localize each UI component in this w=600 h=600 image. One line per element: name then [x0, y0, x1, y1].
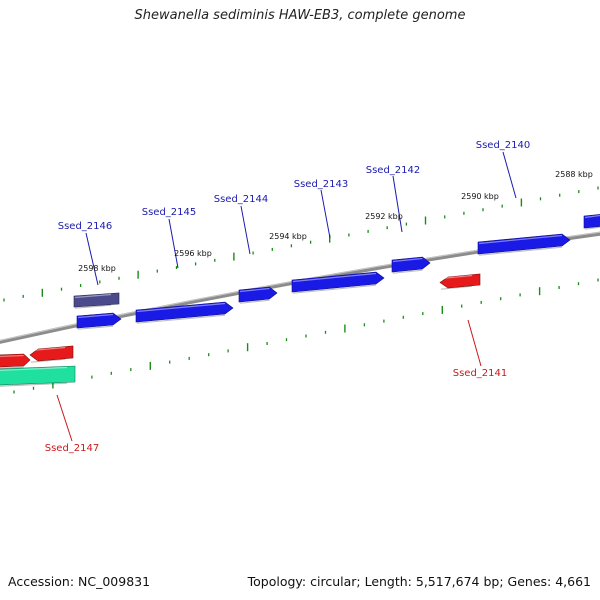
ssed-2144-label: Ssed_2144: [214, 194, 269, 205]
ssed-2143-feature-highlight: [292, 272, 377, 283]
ssed-2142-feature-shadow: [392, 269, 423, 274]
map-title: Shewanella sediminis HAW-EB3, complete g…: [134, 8, 466, 23]
ssed-2144-feature-shadow: [239, 299, 270, 304]
position-label: 2592 kbp: [365, 212, 403, 221]
ssed-2146-connector: [85, 232, 99, 286]
ssed-2140-label: Ssed_2140: [476, 140, 531, 151]
position-labels: 2598 kbp 2596 kbp 2594 kbp 2592 kbp 2590 kbp…: [78, 170, 593, 273]
ssed-2147-label: Ssed_2147: [45, 443, 100, 454]
reverse-strand-feature: [0, 353, 31, 368]
ssed-2145-connector: [168, 218, 179, 269]
ssed-2144-feature: [238, 286, 278, 303]
ssed-2142-connector: [392, 175, 403, 233]
gene-features: [0, 214, 600, 387]
ssed-2146-label: Ssed_2146: [58, 221, 113, 232]
ssed-2144-feature-highlight: [239, 287, 270, 293]
forward-strand-feature: [583, 214, 600, 229]
ssed-2140-feature: [477, 233, 571, 255]
position-label: 2598 kbp: [78, 264, 116, 273]
gene-labels: Ssed_2140 Ssed_2141 Ssed_2142 Ssed_2143 Ssed…: [45, 140, 531, 454]
ssed-2142-feature-highlight: [392, 257, 423, 263]
ssed-2146-feature-shadow: [74, 304, 112, 309]
ssed-2141-connector: [467, 319, 482, 367]
rna-feature-shadow: [0, 382, 68, 387]
ssed-2146-feature-shadow: [77, 325, 114, 330]
ssed-2147-feature-shadow: [30, 358, 66, 363]
outer-tick-ring: [3, 186, 599, 302]
forward-strand-feature-shadow: [584, 226, 600, 230]
reverse-strand-feature-highlight: [0, 354, 24, 358]
ssed-2142-feature: [391, 256, 431, 273]
ssed-2145-label: Ssed_2145: [142, 207, 197, 218]
ssed-2141-feature: [439, 273, 481, 289]
label-connectors: [56, 151, 517, 442]
ssed-2142-label: Ssed_2142: [366, 165, 421, 176]
forward-strand-feature-highlight: [584, 214, 600, 219]
position-label: 2590 kbp: [461, 192, 499, 201]
rna-feature-highlight: [0, 366, 68, 372]
ssed-2143-label: Ssed_2143: [294, 179, 349, 190]
ssed-2140-feature-highlight: [478, 234, 563, 245]
ssed-2143-connector: [320, 189, 331, 239]
ssed-2144-connector: [240, 205, 251, 255]
ssed-2145-feature-shadow: [136, 314, 226, 324]
ssed-2141-feature-shadow: [440, 285, 473, 290]
ssed-2143-feature: [291, 271, 385, 293]
position-label: 2588 kbp: [555, 170, 593, 179]
accession-text: Accession: NC_009831: [8, 574, 151, 589]
ssed-2146-feature-highlight: [74, 293, 112, 299]
reverse-strand-feature-shadow: [0, 366, 24, 369]
genome-summary-text: Topology: circular; Length: 5,517,674 bp…: [247, 574, 591, 589]
position-label: 2594 kbp: [269, 232, 307, 241]
position-label: 2596 kbp: [174, 249, 212, 258]
ssed-2147-connector: [56, 394, 73, 442]
ssed-2146-feature: [73, 292, 120, 308]
ssed-2147-feature: [29, 345, 74, 362]
ssed-2140-connector: [502, 151, 517, 199]
ssed-2141-label: Ssed_2141: [453, 368, 508, 379]
ssed-2140-feature-shadow: [478, 246, 563, 256]
ssed-2145-feature: [135, 301, 234, 323]
ssed-2147-feature-highlight: [30, 346, 66, 352]
ssed-2146-feature: [76, 312, 122, 329]
rna-feature: [0, 365, 76, 386]
ssed-2141-feature-highlight: [440, 274, 473, 280]
ssed-2146-feature-highlight: [77, 313, 114, 319]
ssed-2143-feature-shadow: [292, 284, 377, 294]
ssed-2145-feature-highlight: [136, 302, 226, 313]
